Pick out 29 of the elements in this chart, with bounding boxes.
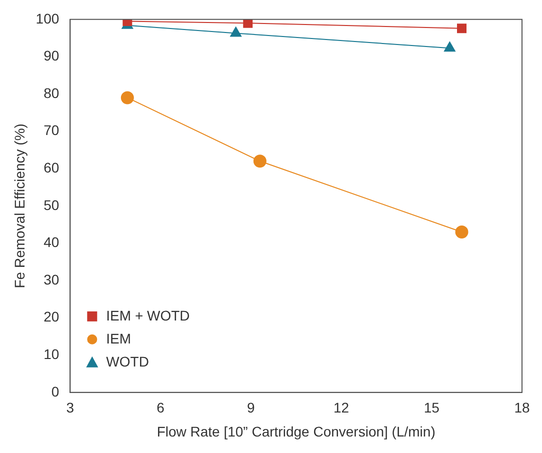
y-tick-label: 80 (44, 84, 60, 101)
legend-label: WOTD (106, 353, 149, 370)
x-tick-label: 15 (424, 400, 440, 416)
point (230, 26, 242, 37)
point (457, 24, 466, 34)
y-tick-label: 70 (44, 122, 60, 138)
y-tick-label: 90 (44, 48, 60, 64)
y-tick-label: 10 (44, 346, 60, 362)
y-tick-label: 60 (44, 159, 60, 176)
x-tick-label: 18 (514, 400, 530, 416)
y-tick-label: 50 (44, 196, 60, 213)
point (455, 226, 468, 239)
x-tick-label: 3 (66, 400, 74, 416)
point (120, 91, 134, 104)
point (444, 42, 456, 52)
legend-label: IEM (106, 330, 132, 346)
y-tick-label: 20 (44, 308, 60, 325)
y-tick-label: 40 (44, 234, 60, 250)
x-tick-label: 12 (333, 400, 350, 416)
x-tick-label: 9 (246, 400, 255, 416)
y-axis-title: Fe Removal Efficiency (%) (11, 124, 28, 288)
x-tick-label: 6 (156, 400, 165, 416)
x-axis-title: Flow Rate [10” Cartridge Conversion] (L/min) (156, 423, 436, 440)
point (253, 154, 266, 168)
y-tick-label: 100 (36, 10, 60, 26)
point (243, 19, 253, 28)
y-tick-label: 30 (44, 271, 60, 288)
y-tick-label: 0 (51, 383, 60, 400)
legend-label: IEM + WOTD (106, 307, 190, 324)
